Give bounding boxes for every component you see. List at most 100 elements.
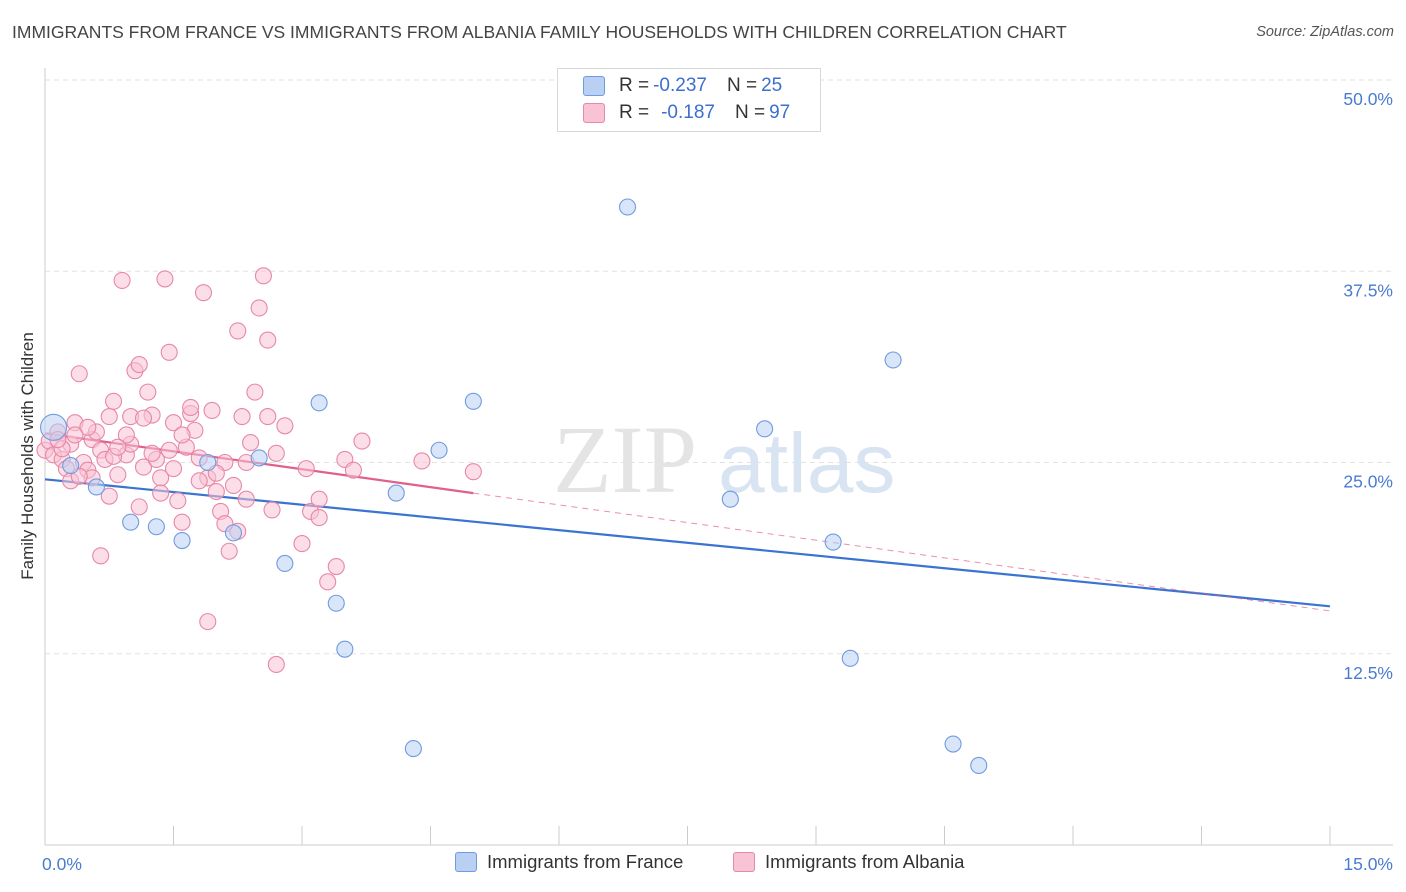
albania-point-92 [66, 426, 84, 444]
albania-point-60 [310, 490, 328, 508]
france-point-14 [404, 740, 422, 758]
albania-point-51 [246, 383, 264, 401]
albania-point-56 [267, 444, 285, 462]
france-n-label: N = [726, 75, 758, 96]
albania-point-39 [194, 284, 213, 302]
albania-point-47 [229, 322, 247, 340]
france-point-19 [756, 420, 774, 438]
albania-n-value: 97 [769, 102, 791, 123]
albania-point-64 [344, 461, 362, 479]
albania-point-55 [263, 501, 281, 519]
albania-point-94 [259, 408, 277, 426]
source-credit: Source: ZipAtlas.com [1256, 24, 1394, 40]
watermark-zip: ZIP [553, 406, 697, 513]
bottom-albania-label: Immigrants from Albania [765, 851, 965, 872]
albania-point-31 [160, 343, 178, 361]
france-point-12 [336, 640, 354, 658]
france-point-13 [387, 484, 405, 502]
albania-point-81 [310, 509, 328, 527]
france-point-23 [944, 735, 962, 753]
france-point-0 [40, 413, 68, 441]
albania-point-32 [164, 414, 183, 432]
albania-point-73 [173, 426, 191, 444]
france-point-20 [824, 533, 842, 551]
bottom-legend-albania: Immigrants from Albania [733, 851, 964, 873]
albania-point-76 [152, 484, 170, 502]
albania-point-61 [319, 573, 337, 591]
bottom-legend-france: Immigrants from France [455, 851, 683, 873]
france-point-8 [250, 449, 268, 467]
albania-point-53 [254, 267, 273, 285]
albania-point-90 [164, 460, 183, 478]
y-tick-label-3: 50.0% [1343, 89, 1393, 109]
france-point-10 [310, 394, 328, 412]
albania-swatch [583, 103, 605, 123]
albania-point-24 [130, 498, 148, 516]
albania-point-54 [259, 331, 277, 349]
albania-point-30 [156, 270, 174, 288]
albania-point-88 [134, 409, 153, 427]
albania-point-68 [143, 444, 161, 462]
axis-labels: 12.5% 25.0% 37.5% 50.0% 0.0% 15.0% Family Hous… [18, 89, 1393, 874]
france-point-11 [327, 594, 345, 612]
france-swatch [583, 76, 605, 96]
albania-point-18 [109, 466, 127, 484]
albania-point-86 [160, 441, 178, 459]
albania-point-72 [130, 356, 148, 374]
y-axis-title: Family Households with Children [18, 332, 37, 580]
bottom-albania-swatch [733, 852, 755, 872]
albania-point-71 [267, 655, 285, 674]
watermark-atlas: atlas [718, 416, 895, 510]
albania-point-46 [224, 476, 243, 495]
albania-point-70 [92, 547, 110, 565]
albania-point-52 [250, 299, 268, 317]
albania-point-69 [199, 613, 217, 631]
albania-point-57 [276, 417, 294, 435]
legend-row-albania: R = -0.187 N = 97 [583, 102, 790, 124]
x-tick-label-1: 15.0% [1343, 854, 1393, 874]
albania-point-45 [220, 542, 238, 560]
albania-point-82 [413, 452, 431, 470]
france-point-15 [430, 441, 448, 459]
correlation-legend: R = -0.237 N = 25 R = -0.187 N = 97 [557, 68, 821, 132]
france-point-17 [618, 198, 637, 216]
albania-point-49 [237, 490, 255, 508]
france-point-9 [276, 554, 294, 573]
albania-point-48 [233, 408, 251, 426]
albania-point-34 [173, 513, 191, 531]
albania-point-26 [139, 383, 157, 401]
france-point-6 [199, 453, 217, 472]
albania-point-50 [242, 434, 260, 452]
albania-point-33 [169, 492, 187, 510]
france-n-value: 25 [761, 75, 783, 96]
trend-line-0 [44, 478, 1331, 608]
albania-point-95 [109, 438, 127, 456]
france-point-3 [122, 513, 140, 531]
bottom-france-swatch [455, 852, 477, 872]
albania-r-value: -0.187 [661, 102, 715, 123]
albania-point-58 [293, 535, 311, 553]
albania-point-25 [134, 458, 153, 476]
france-point-21 [841, 649, 859, 667]
albania-point-41 [203, 401, 221, 420]
france-point-4 [147, 518, 165, 536]
albania-point-83 [464, 463, 482, 481]
albania-point-17 [104, 392, 123, 410]
albania-point-9 [70, 365, 88, 383]
albania-point-79 [182, 398, 200, 416]
france-point-18 [721, 490, 739, 508]
albania-n-label: N = [734, 102, 766, 123]
albania-r-label: R = [619, 102, 650, 123]
france-point-5 [173, 531, 191, 550]
albania-point-85 [79, 418, 97, 436]
albania-point-89 [100, 487, 118, 505]
data-points [36, 198, 988, 774]
bottom-france-label: Immigrants from France [487, 851, 684, 872]
grid-lines [45, 79, 1392, 655]
france-point-1 [62, 457, 80, 475]
france-r-label: R = [619, 75, 650, 96]
france-r-value: -0.237 [653, 75, 707, 96]
france-point-22 [884, 351, 902, 369]
watermark: ZIP atlas [553, 406, 895, 513]
